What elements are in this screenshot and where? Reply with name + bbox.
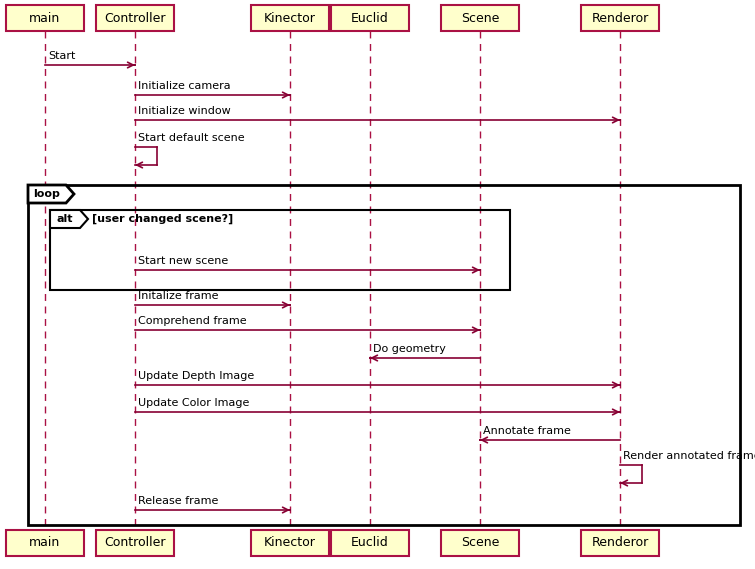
Text: Update Color Image: Update Color Image <box>138 398 249 408</box>
Bar <box>441 530 519 556</box>
Bar <box>28 185 740 525</box>
Bar <box>251 5 329 31</box>
Text: Start new scene: Start new scene <box>138 256 228 266</box>
Text: main: main <box>29 537 60 550</box>
Polygon shape <box>28 185 74 203</box>
Text: Start: Start <box>48 51 76 61</box>
Bar <box>581 530 659 556</box>
Text: main: main <box>29 11 60 24</box>
Text: Controller: Controller <box>104 11 166 24</box>
Text: Renderor: Renderor <box>591 11 649 24</box>
Text: Kinector: Kinector <box>264 537 316 550</box>
Text: alt: alt <box>57 214 73 224</box>
Bar <box>581 5 659 31</box>
Text: Update Depth Image: Update Depth Image <box>138 371 254 381</box>
Bar <box>251 530 329 556</box>
Bar <box>96 5 174 31</box>
Bar <box>6 5 84 31</box>
Text: Initialize camera: Initialize camera <box>138 81 230 91</box>
Polygon shape <box>50 210 88 228</box>
Text: Initalize frame: Initalize frame <box>138 291 218 301</box>
Text: Do geometry: Do geometry <box>373 344 446 354</box>
Text: Renderor: Renderor <box>591 537 649 550</box>
Bar <box>50 210 510 290</box>
Text: Start default scene: Start default scene <box>138 133 245 143</box>
Bar <box>441 5 519 31</box>
Bar <box>331 530 409 556</box>
Text: Euclid: Euclid <box>351 537 389 550</box>
Text: Controller: Controller <box>104 537 166 550</box>
Text: Render annotated frame: Render annotated frame <box>623 451 755 461</box>
Bar <box>96 530 174 556</box>
Text: [user changed scene?]: [user changed scene?] <box>92 214 233 224</box>
Bar <box>6 530 84 556</box>
Text: loop: loop <box>33 189 60 199</box>
Text: Release frame: Release frame <box>138 496 218 506</box>
Bar <box>331 5 409 31</box>
Text: Scene: Scene <box>461 11 499 24</box>
Text: Annotate frame: Annotate frame <box>483 426 571 436</box>
Text: Initialize window: Initialize window <box>138 106 231 116</box>
Text: Kinector: Kinector <box>264 11 316 24</box>
Text: Scene: Scene <box>461 537 499 550</box>
Text: Comprehend frame: Comprehend frame <box>138 316 247 326</box>
Text: Euclid: Euclid <box>351 11 389 24</box>
